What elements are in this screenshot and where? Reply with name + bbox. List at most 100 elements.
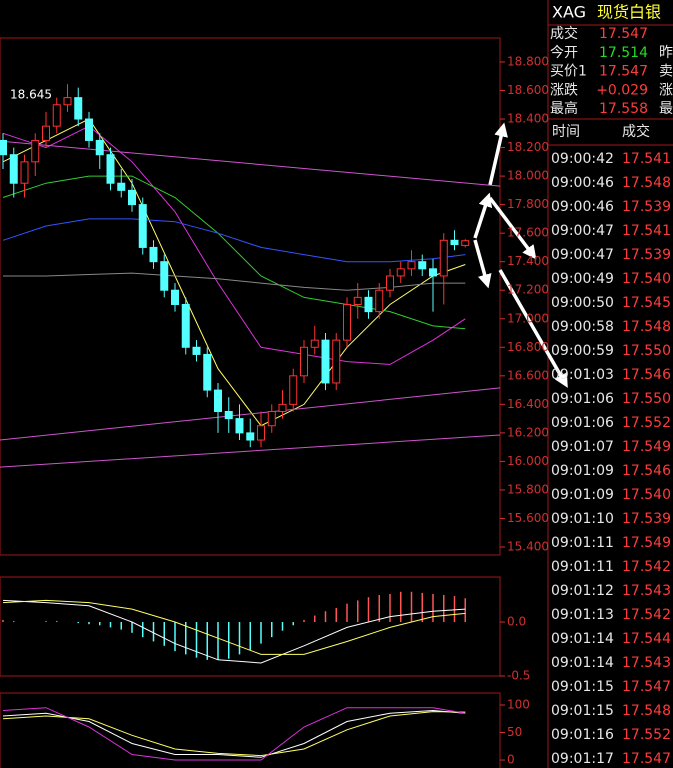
- trade-price: 17.539: [622, 199, 671, 215]
- trade-time: 09:00:58: [551, 319, 614, 335]
- trade-time: 09:00:49: [551, 271, 614, 287]
- trade-time: 09:01:16: [551, 727, 614, 743]
- trade-price: 17.545: [622, 295, 671, 311]
- candle-body: [375, 289, 384, 313]
- candle-body: [364, 296, 373, 313]
- candle-body: [106, 154, 115, 184]
- trade-price: 17.550: [622, 391, 671, 407]
- y-tick-label: 100: [507, 697, 530, 711]
- candle-body: [386, 275, 394, 291]
- trade-time: 09:01:10: [551, 511, 614, 527]
- arrow: [473, 192, 493, 239]
- quote-label: 涨跌: [550, 82, 578, 98]
- quote-label: 今开: [550, 45, 578, 61]
- trade-price: 17.540: [622, 487, 671, 503]
- trade-time: 09:01:09: [551, 487, 614, 503]
- trade-price: 17.541: [622, 223, 671, 239]
- candle-body: [31, 139, 40, 163]
- y-tick-label: 17.800: [507, 197, 549, 211]
- quote-value: 17.547: [599, 26, 648, 42]
- indicator-line: [0, 387, 501, 441]
- candle-body: [149, 246, 158, 263]
- trade-time: 09:01:13: [551, 607, 614, 623]
- candle-body: [235, 418, 244, 434]
- trade-price: 17.550: [622, 343, 671, 359]
- y-tick-label: 50: [507, 725, 522, 739]
- candle-body: [257, 425, 265, 441]
- table-header: 成交: [622, 123, 650, 140]
- candle-body: [95, 139, 104, 156]
- candle-body: [63, 97, 72, 106]
- candle-body: [461, 240, 470, 246]
- trade-time: 09:01:03: [551, 367, 614, 383]
- candle-body: [181, 303, 190, 348]
- candle-body: [278, 403, 287, 412]
- quote-value: 17.514: [599, 45, 648, 61]
- candle-body: [171, 289, 179, 305]
- indicator-line: [2, 711, 466, 757]
- quote-extra: 涨: [659, 82, 673, 98]
- arrow: [498, 269, 568, 388]
- candle-body: [407, 261, 416, 270]
- y-tick-label: 17.600: [507, 226, 549, 240]
- y-tick-label: 18.400: [507, 112, 549, 126]
- candle-body: [353, 296, 362, 305]
- arrow: [473, 239, 492, 289]
- quote-extra: 卖: [659, 64, 673, 80]
- y-tick-label: 18.800: [507, 54, 549, 68]
- indicator-line: [2, 599, 466, 655]
- candle-body: [214, 389, 222, 412]
- candle-body: [343, 303, 351, 341]
- y-tick-label: 18.600: [507, 83, 549, 97]
- trade-time: 09:01:12: [551, 583, 614, 599]
- trade-price: 17.547: [622, 751, 671, 767]
- trade-time: 09:00:50: [551, 295, 614, 311]
- arrow: [488, 122, 508, 186]
- candle-body: [9, 154, 18, 184]
- candle-body: [289, 375, 298, 405]
- y-tick-label: 0.0: [507, 615, 526, 629]
- quote-value: 17.558: [599, 101, 648, 117]
- candle-body: [42, 125, 50, 141]
- candle-body: [20, 161, 29, 184]
- indicator-line: [2, 218, 466, 263]
- trade-time: 09:01:17: [551, 751, 614, 767]
- trade-time: 09:01:11: [551, 535, 614, 551]
- candle-body: [128, 189, 136, 206]
- main-panel: [0, 37, 501, 556]
- trade-time: 09:00:47: [551, 247, 614, 263]
- y-tick-label: 18.000: [507, 169, 549, 183]
- y-tick-label: 16.600: [507, 368, 549, 382]
- candle-body: [396, 268, 405, 277]
- quote-label: 最高: [550, 100, 578, 117]
- candle-body: [450, 239, 459, 246]
- candle-body: [0, 139, 7, 156]
- candle-body: [192, 346, 201, 355]
- trade-price: 17.549: [622, 439, 671, 455]
- trade-price: 17.547: [622, 679, 671, 695]
- trade-time: 09:01:15: [551, 703, 614, 719]
- quote-extra: 最: [659, 101, 673, 117]
- trade-price: 17.546: [622, 367, 671, 383]
- y-tick-label: 15.400: [507, 540, 549, 554]
- quote-value: +0.029: [596, 82, 648, 98]
- indicator-line: [3, 272, 466, 291]
- trade-price: 17.540: [622, 271, 671, 287]
- candle-body: [332, 339, 341, 384]
- trade-price: 17.552: [622, 415, 671, 431]
- table-header: 时间: [552, 124, 580, 140]
- candle-body: [203, 353, 212, 391]
- indicator-line: [2, 709, 466, 758]
- trade-price: 17.541: [622, 151, 671, 167]
- trade-time: 09:01:06: [551, 415, 614, 431]
- trade-time: 09:01:09: [551, 463, 614, 479]
- indicator-line: [0, 434, 501, 468]
- trade-price: 17.543: [622, 583, 671, 599]
- y-tick-label: 17.000: [507, 311, 549, 325]
- trade-price: 17.544: [622, 631, 671, 647]
- trade-price: 17.552: [622, 727, 671, 743]
- y-tick-label: 17.400: [507, 254, 549, 268]
- candle-body: [321, 339, 330, 384]
